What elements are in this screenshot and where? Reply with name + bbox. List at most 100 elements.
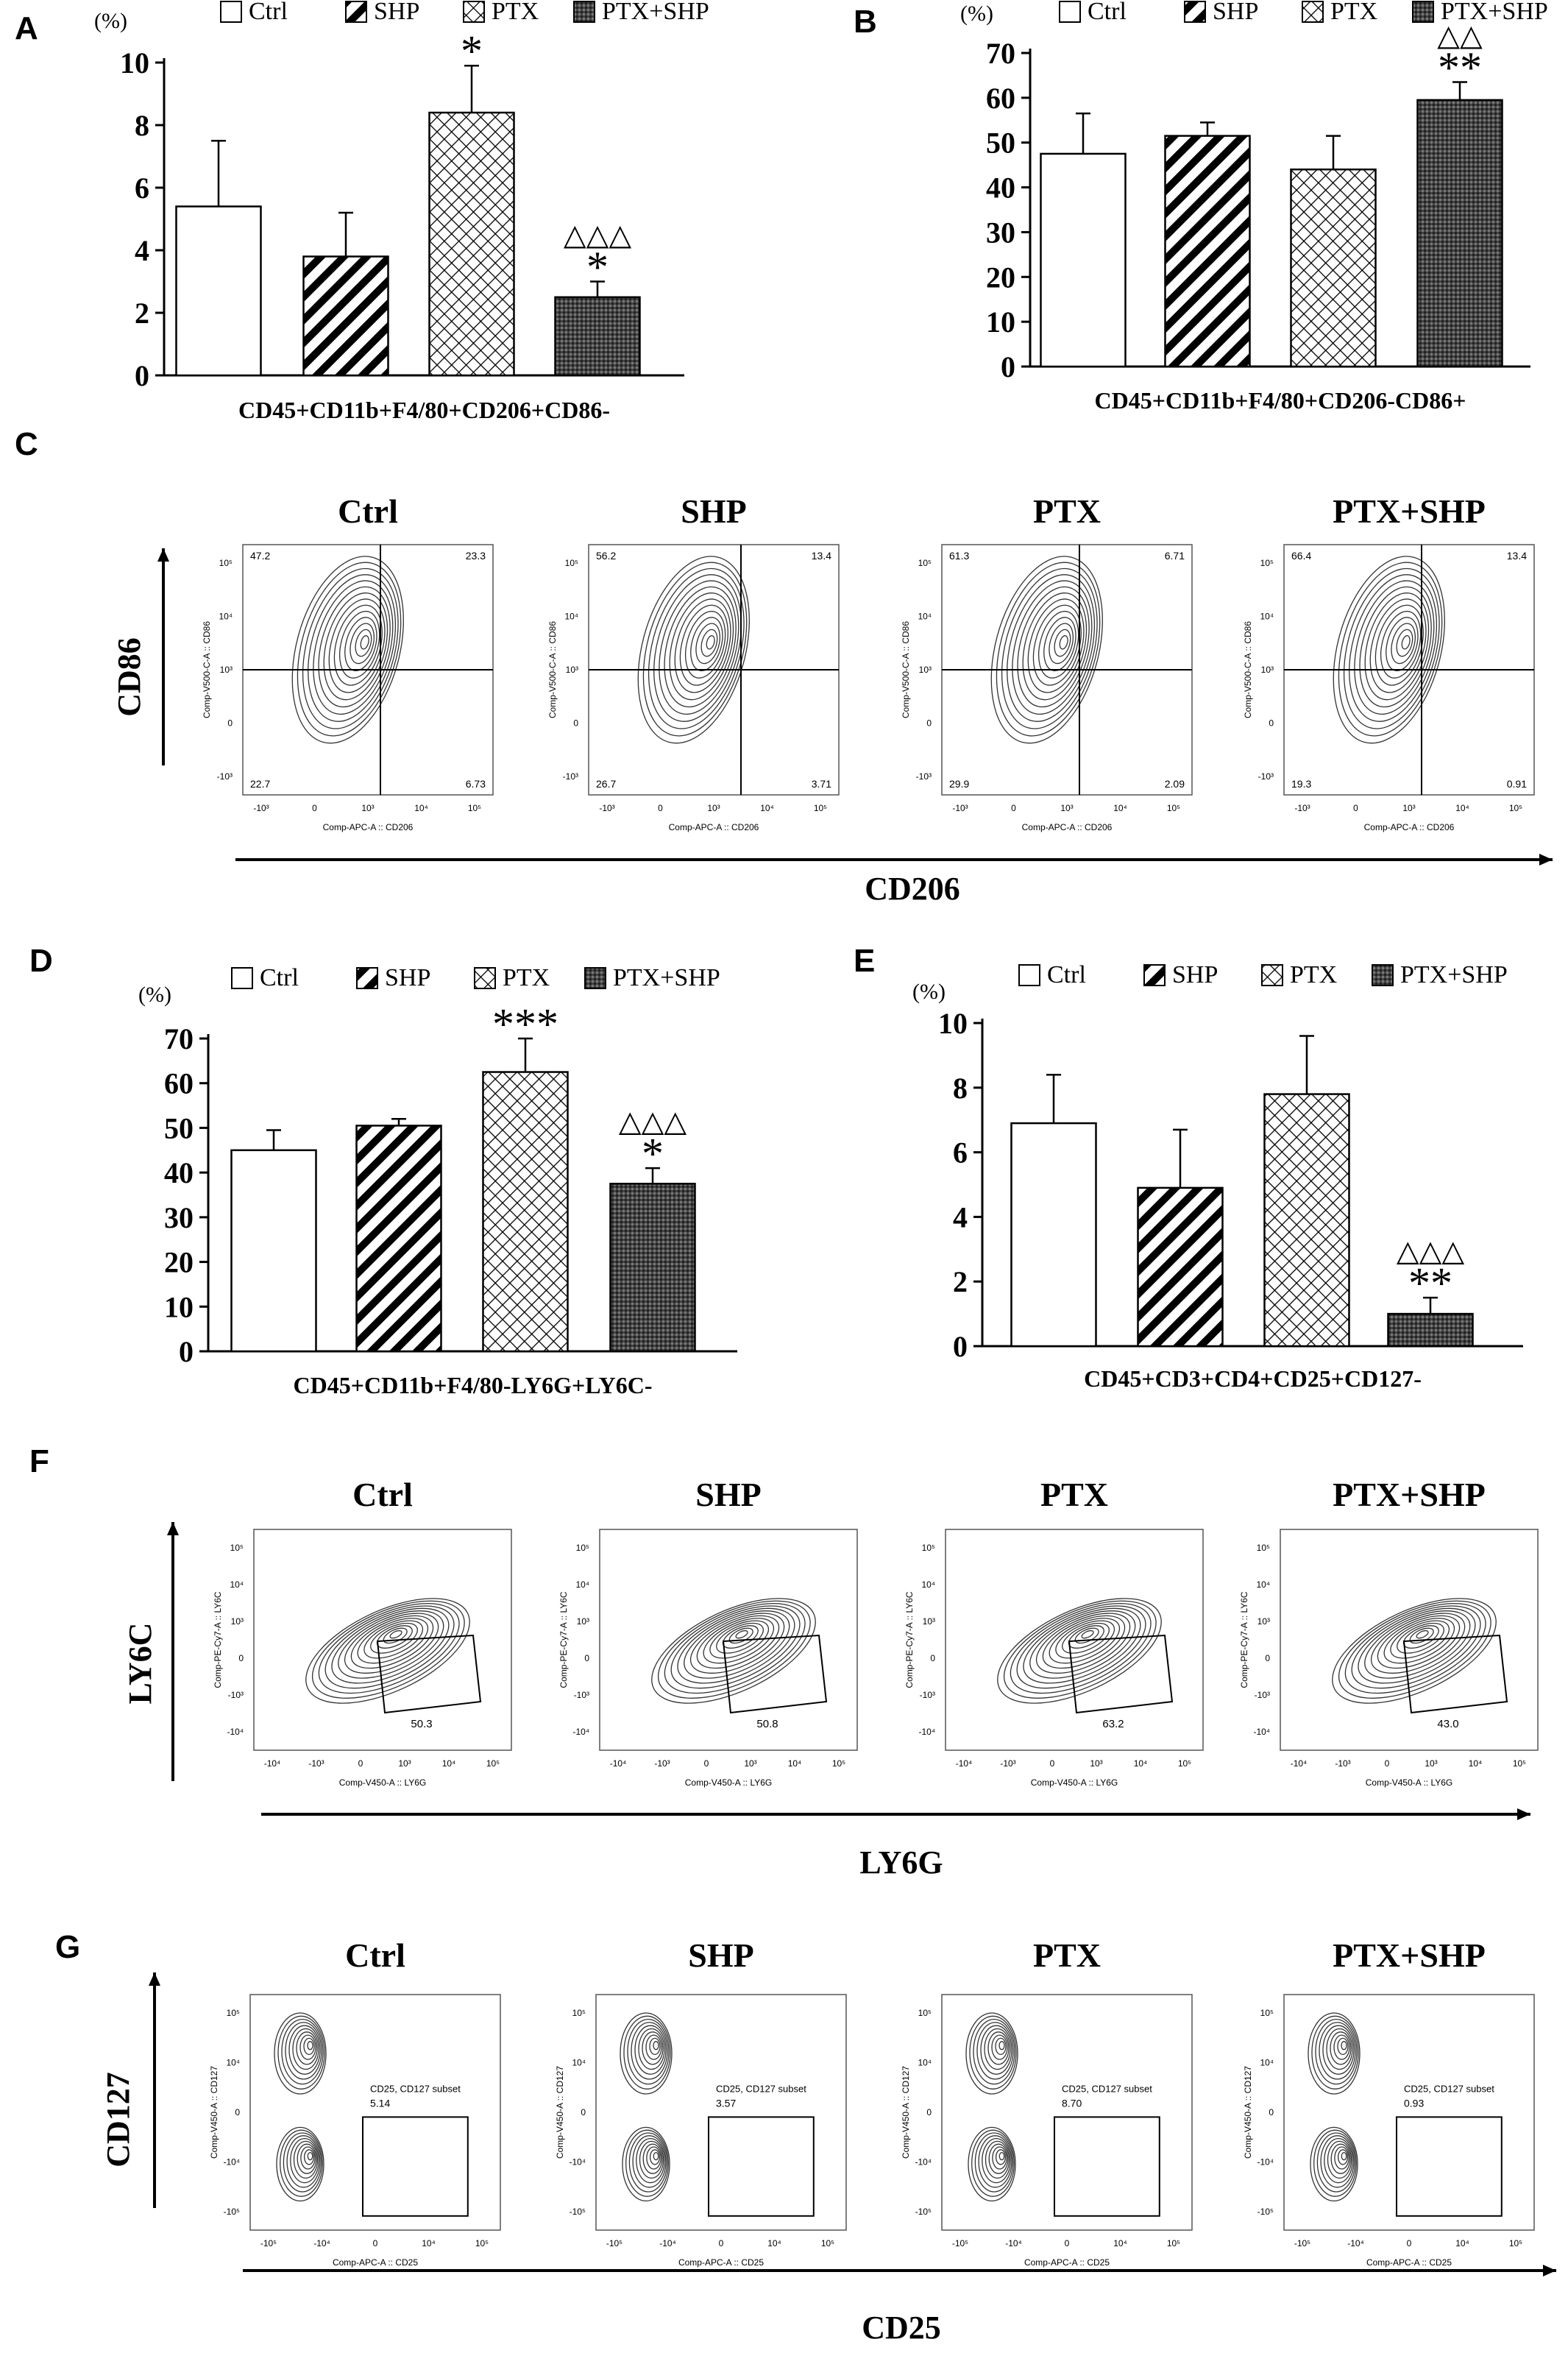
significance-stars: * bbox=[461, 27, 483, 76]
density-contour bbox=[1059, 635, 1068, 650]
bar-Ctrl bbox=[230, 1149, 317, 1353]
x-tick-label: 10⁴ bbox=[1455, 2238, 1469, 2248]
density-contour bbox=[281, 2018, 324, 2085]
density-contour bbox=[1330, 2031, 1352, 2065]
density-contour bbox=[642, 2031, 664, 2065]
y-tick-label: 10 bbox=[938, 1007, 968, 1040]
plot-frame bbox=[941, 1994, 1193, 2231]
panel-label: D bbox=[29, 943, 53, 979]
legend-swatch bbox=[1261, 964, 1283, 986]
density-contour bbox=[735, 1630, 748, 1639]
density-contour bbox=[965, 2012, 1018, 2095]
plot-title: PTX+SHP bbox=[1333, 492, 1486, 530]
y-parameter-label: Comp-V500-C-A :: CD86 bbox=[202, 621, 212, 718]
y-tick-label: 0 bbox=[1269, 718, 1274, 729]
y-axis-title: LY6C bbox=[122, 1623, 158, 1705]
density-contour bbox=[684, 1610, 790, 1679]
y-tick-label: -10⁴ bbox=[919, 1727, 936, 1737]
density-contour bbox=[285, 2022, 322, 2080]
plot-title: PTX bbox=[1040, 1476, 1108, 1513]
density-contour bbox=[1320, 2135, 1355, 2188]
density-contour bbox=[1311, 2015, 1359, 2090]
plot-title: SHP bbox=[681, 492, 746, 530]
density-contour bbox=[1035, 1613, 1131, 1674]
x-tick-label: 10⁴ bbox=[760, 803, 774, 813]
gate-rectangle bbox=[362, 2116, 469, 2217]
x-tick-label: -10⁴ bbox=[610, 1758, 627, 1769]
gate-rectangle bbox=[708, 2116, 815, 2217]
density-contour bbox=[1343, 567, 1440, 729]
density-contour bbox=[646, 2146, 661, 2170]
y-axis-title: CD86 bbox=[111, 637, 147, 717]
x-tick-label: 10⁴ bbox=[1113, 803, 1127, 813]
legend-swatch bbox=[474, 967, 496, 989]
legend-label: PTX+SHP bbox=[602, 0, 709, 25]
significance-triangles: △△△ bbox=[1397, 1235, 1465, 1267]
y-tick-label: -10⁵ bbox=[570, 2207, 586, 2217]
bar-PTX+SHP bbox=[554, 296, 641, 377]
density-contour bbox=[318, 586, 391, 708]
density-contour bbox=[277, 2015, 325, 2090]
density-contour bbox=[631, 2022, 668, 2080]
x-tick-label: -10³ bbox=[253, 803, 269, 813]
x-tick-label: 10⁵ bbox=[1178, 1758, 1191, 1769]
y-tick-label: 10⁵ bbox=[230, 1543, 244, 1553]
density-contour bbox=[1049, 623, 1074, 665]
density-contour bbox=[1344, 1602, 1486, 1694]
quadrant-value-ll: 29.9 bbox=[949, 778, 969, 790]
density-contour bbox=[299, 2034, 316, 2060]
density-contour bbox=[291, 556, 404, 744]
y-tick-label: 4 bbox=[953, 1200, 968, 1234]
y-parameter-label: Comp-V500-C-A :: CD86 bbox=[547, 621, 558, 718]
gate-value: 5.14 bbox=[370, 2097, 390, 2109]
x-tick-label: 0 bbox=[658, 803, 663, 813]
quadrant-value-ul: 61.3 bbox=[949, 550, 969, 562]
y-tick-label: 10 bbox=[120, 46, 149, 79]
y-tick-label: 10⁵ bbox=[576, 1543, 589, 1553]
x-tick-label: -10³ bbox=[1000, 1758, 1015, 1769]
x-tick-label: 10⁵ bbox=[468, 803, 481, 813]
legend-label: PTX bbox=[503, 964, 550, 991]
density-contour bbox=[350, 1615, 434, 1669]
y-parameter-label: Comp-PE-Cy7-A :: LY6C bbox=[904, 1591, 915, 1688]
legend-label: PTX bbox=[1330, 0, 1377, 25]
y-tick-label: 0 bbox=[926, 718, 932, 729]
quadrant-value-lr: 0.91 bbox=[1507, 778, 1527, 790]
density-contour bbox=[1401, 635, 1411, 650]
density-contour bbox=[1351, 1605, 1481, 1689]
y-parameter-label: Comp-V500-C-A :: CD86 bbox=[1243, 621, 1253, 718]
y-tick-label: 50 bbox=[164, 1111, 194, 1144]
density-contour bbox=[1330, 2143, 1351, 2174]
y-tick-label: 70 bbox=[986, 37, 1015, 70]
legend: Ctrl SHP PTX PTX+SHP bbox=[1059, 0, 1548, 25]
density-contour bbox=[318, 1602, 460, 1694]
x-parameter-label: Comp-APC-A :: CD25 bbox=[333, 2257, 418, 2268]
y-tick-label: 0 bbox=[179, 1335, 194, 1368]
density-contour bbox=[324, 1605, 455, 1689]
x-tick-label: 10³ bbox=[1402, 803, 1415, 813]
y-tick-label: 6 bbox=[135, 171, 149, 205]
x-tick-label: 0 bbox=[719, 2238, 724, 2248]
density-contour bbox=[1313, 2129, 1357, 2197]
y-tick-label: 30 bbox=[986, 216, 1015, 249]
plot-title: PTX+SHP bbox=[1333, 1476, 1486, 1513]
bar-SHP bbox=[1137, 1186, 1224, 1348]
y-parameter-label: Comp-PE-Cy7-A :: LY6C bbox=[558, 1591, 569, 1688]
density-contour bbox=[297, 562, 402, 737]
y-tick-label: 10⁵ bbox=[918, 558, 932, 568]
density-contour bbox=[293, 2140, 319, 2179]
y-tick-label: -10³ bbox=[920, 1690, 935, 1700]
density-contour bbox=[1016, 1605, 1146, 1689]
density-contour bbox=[700, 629, 718, 657]
density-contour bbox=[1338, 562, 1443, 737]
y-tick-label: -10⁴ bbox=[570, 2157, 586, 2168]
y-tick-label: 40 bbox=[164, 1156, 194, 1189]
density-contour bbox=[1308, 2012, 1361, 2095]
y-tick-label: 10⁴ bbox=[918, 612, 932, 622]
plot-frame bbox=[253, 1529, 512, 1751]
density-contour bbox=[302, 567, 399, 729]
density-contour bbox=[679, 604, 728, 686]
